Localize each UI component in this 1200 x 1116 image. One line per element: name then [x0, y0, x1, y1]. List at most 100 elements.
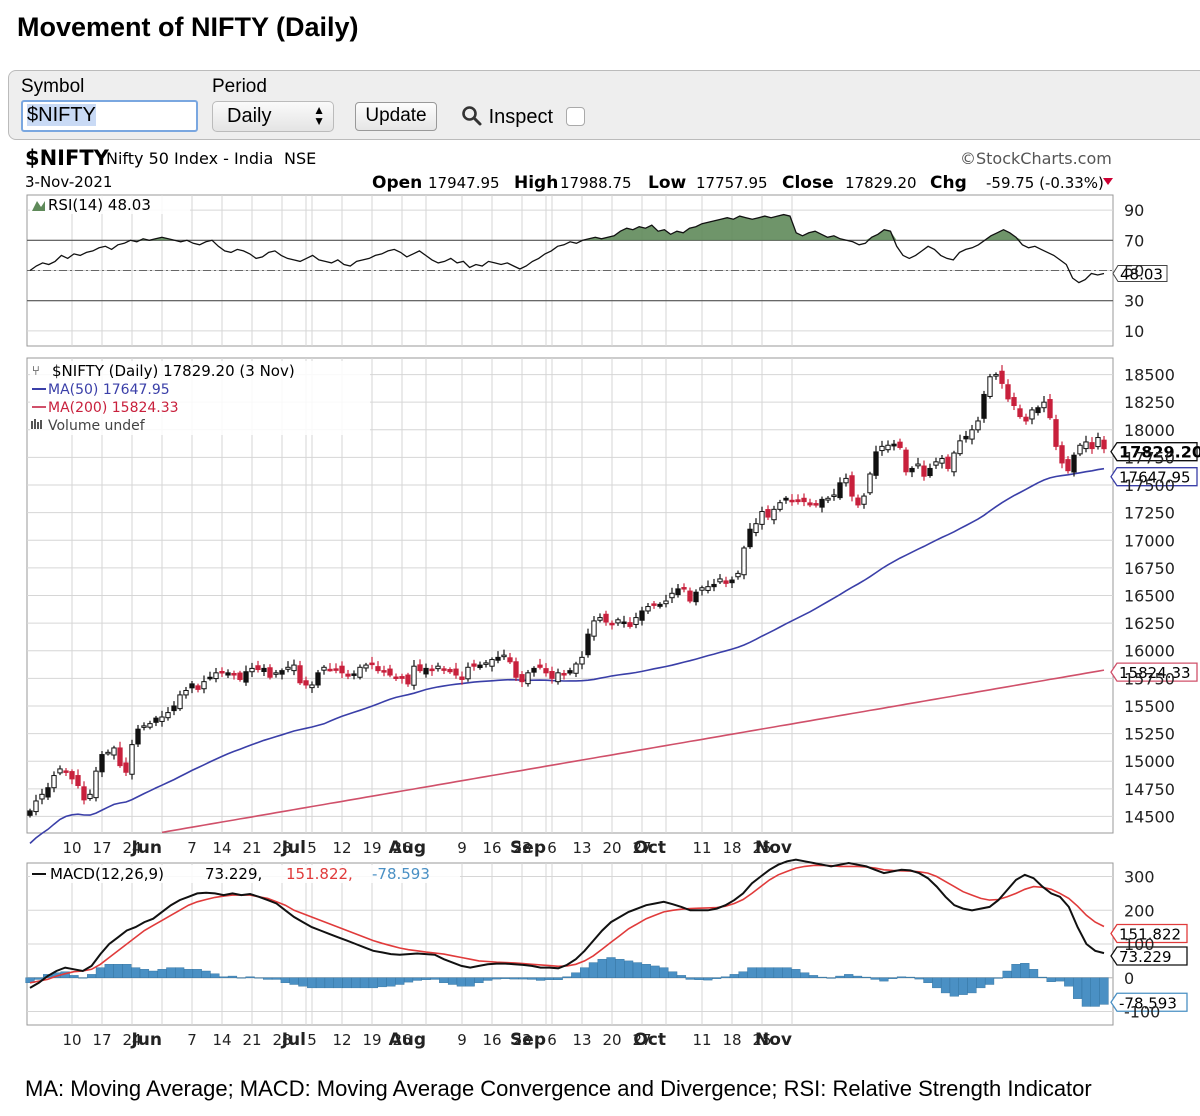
- macd-histogram-bar: [668, 971, 678, 978]
- symbol-input[interactable]: $NIFTY: [21, 100, 198, 132]
- macd-histogram-bar: [386, 977, 396, 987]
- ma50-value-label: 17647.95: [1119, 469, 1191, 487]
- macd-histogram-bar: [949, 977, 959, 997]
- candle-body: [387, 668, 393, 676]
- price-y-tick-label: 18000: [1124, 421, 1175, 440]
- candle-body: [279, 670, 285, 675]
- candle-body: [267, 667, 273, 678]
- candle-body: [591, 620, 597, 637]
- macd-histogram-bar: [219, 976, 229, 978]
- candle-body: [765, 509, 771, 518]
- macd-value-tag: [1110, 946, 1188, 966]
- candle-body: [723, 580, 729, 584]
- macd-histogram-bar: [976, 977, 986, 989]
- candle-body: [51, 775, 57, 789]
- down-triangle-icon: [1103, 178, 1113, 185]
- rsi-y-tick-label: 10: [1124, 322, 1144, 341]
- candle-body: [405, 674, 411, 685]
- candle-body: [369, 662, 375, 666]
- update-button[interactable]: Update: [355, 102, 437, 131]
- macd-histogram-bar: [817, 976, 827, 978]
- candle-body: [1083, 441, 1089, 450]
- macd-x-tick-label: 16: [482, 1031, 501, 1049]
- candle-body: [435, 665, 441, 670]
- candle-body: [1095, 437, 1101, 448]
- rsi-y-tick-label: 50: [1124, 262, 1144, 281]
- macd-legend-label: MACD(12,26,9): [50, 865, 164, 883]
- macd-histogram-bar: [324, 977, 334, 989]
- price-x-tick-label: Jun: [130, 838, 162, 858]
- macd-histogram-bar: [615, 958, 625, 978]
- candle-body: [393, 676, 399, 680]
- candle-body: [471, 663, 477, 667]
- candle-body: [927, 467, 933, 477]
- candle-body: [945, 456, 951, 469]
- macd-x-tick-label: Oct: [633, 1030, 666, 1050]
- price-x-tick-label: 5: [307, 839, 317, 857]
- macd-histogram-bar: [800, 972, 810, 978]
- candle-body: [933, 461, 939, 466]
- price-x-tick-label: 7: [187, 839, 197, 857]
- ohlc-value: 17988.75: [560, 174, 632, 192]
- macd-histogram-bar: [729, 974, 739, 978]
- ma200-value-tag: [1110, 662, 1198, 682]
- candle-body: [603, 613, 609, 623]
- candle-body: [813, 503, 819, 506]
- last-close-label: 17829.20: [1119, 443, 1200, 462]
- candle-body: [225, 672, 231, 676]
- candle-body: [867, 473, 873, 494]
- candle-body: [159, 716, 165, 722]
- candle-body: [729, 579, 735, 584]
- price-y-tick-label: 15750: [1124, 669, 1175, 688]
- macd-histogram-bar: [694, 977, 704, 980]
- rsi-overbought-fill: [30, 214, 1104, 241]
- candle-body: [399, 676, 405, 679]
- candle-body: [147, 723, 153, 728]
- inspect-checkbox[interactable]: [566, 107, 585, 126]
- candle-body: [861, 495, 867, 505]
- footnote: MA: Moving Average; MACD: Moving Average…: [25, 1076, 1092, 1101]
- chart-date: 3-Nov-2021: [25, 173, 112, 191]
- macd-histogram-bar: [421, 977, 431, 980]
- price-x-tick-label: 25: [752, 839, 771, 857]
- candle-body: [81, 786, 87, 801]
- candle-body: [801, 497, 807, 503]
- candle-body: [315, 672, 321, 686]
- candle-body: [705, 586, 711, 591]
- symbol-input-value: $NIFTY: [27, 104, 96, 126]
- period-select[interactable]: Daily ▲ ▼: [212, 101, 334, 132]
- candle-body: [429, 668, 435, 672]
- macd-histogram-bar: [879, 977, 889, 982]
- candle-body: [117, 747, 123, 767]
- candle-body: [735, 572, 741, 578]
- macd-x-tick-label: 28: [272, 1031, 291, 1049]
- candle-body: [33, 800, 39, 813]
- candle-body: [993, 374, 999, 377]
- candle-body: [879, 445, 885, 452]
- macd-x-tick-label: 7: [187, 1031, 197, 1049]
- price-y-tick-label: 16750: [1124, 559, 1175, 578]
- candle-body: [1053, 419, 1059, 447]
- macd-histogram-bar: [544, 977, 554, 980]
- macd-histogram-bar: [1072, 977, 1083, 999]
- macd-legend-bg: [30, 865, 460, 883]
- candle-body: [957, 440, 963, 455]
- candle-body: [255, 665, 261, 671]
- candle-body: [693, 591, 699, 603]
- candle-body: [1071, 454, 1077, 473]
- ma50-value-tag: [1110, 467, 1198, 487]
- candle-body: [537, 664, 543, 668]
- inspect-toggle[interactable]: Inspect: [461, 105, 553, 129]
- candle-body: [837, 482, 843, 499]
- macd-histogram-bar: [201, 970, 211, 978]
- price-x-tick-label: Sep: [510, 838, 546, 858]
- price-x-tick-label: 16: [482, 839, 501, 857]
- candle-body: [981, 393, 987, 419]
- macd-histogram-bar: [509, 977, 519, 980]
- candle-body: [87, 793, 93, 800]
- exchange-label: NSE: [284, 149, 316, 168]
- candle-legend-icon: ⑂: [32, 364, 40, 379]
- macd-signal-value-label: 151.822: [1119, 926, 1181, 944]
- macd-histogram-bar: [791, 969, 801, 978]
- macd-histogram-bar: [1055, 977, 1065, 982]
